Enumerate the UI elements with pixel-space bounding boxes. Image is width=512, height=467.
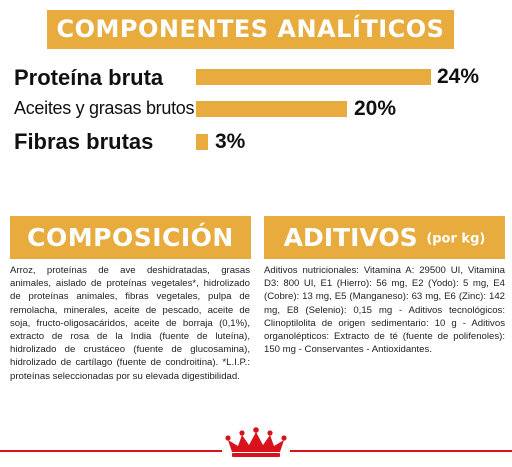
protein-label: Proteína bruta	[14, 65, 164, 90]
fiber-value: 3%	[215, 130, 246, 153]
royal-canin-crown-icon	[222, 427, 290, 459]
fiber-label: Fibras brutas	[14, 129, 154, 154]
composition-title: COMPOSICIÓN	[10, 216, 251, 259]
fats-label: Aceites y grasas brutos	[14, 98, 195, 118]
additives-text: Aditivos nutricionales: Vitamina A: 2950…	[264, 265, 505, 356]
composition-text: Arroz, proteínas de ave deshidratadas, g…	[10, 265, 250, 382]
protein-value: 24%	[437, 65, 480, 88]
additives-title-unit: (por kg)	[426, 231, 486, 247]
analytics-title: COMPONENTES ANALÍTICOS	[47, 10, 454, 49]
fats-bar	[196, 101, 347, 117]
protein-bar	[196, 69, 431, 85]
fats-value: 20%	[354, 97, 397, 120]
fiber-bar	[196, 134, 208, 150]
additives-title: ADITIVOS (por kg)	[264, 216, 505, 259]
additives-title-main: ADITIVOS	[283, 223, 418, 252]
